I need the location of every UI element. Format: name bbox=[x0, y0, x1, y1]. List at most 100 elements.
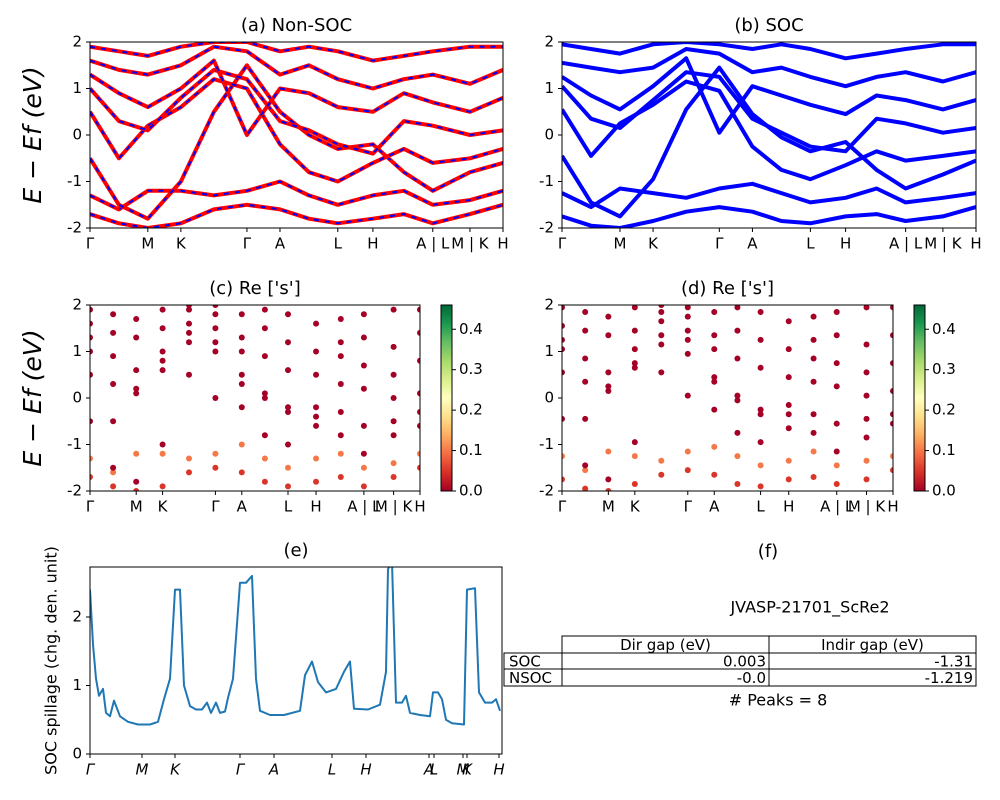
band-point bbox=[313, 413, 320, 420]
y-tick-label: 2 bbox=[72, 608, 82, 626]
band-point bbox=[890, 467, 893, 474]
panel-title: (b) SOC bbox=[734, 15, 803, 36]
panel-title: (c) Re ['s'] bbox=[209, 278, 300, 299]
band-line bbox=[562, 205, 976, 228]
band-point bbox=[186, 306, 192, 313]
band-line bbox=[562, 79, 976, 182]
band-point bbox=[582, 327, 589, 334]
x-tick-label: H bbox=[360, 761, 371, 779]
band-point bbox=[785, 346, 792, 353]
band-point bbox=[810, 378, 817, 385]
band-point bbox=[734, 355, 741, 362]
band-point bbox=[337, 339, 344, 346]
band-point bbox=[734, 429, 741, 436]
colorbar-tick-label: 0.3 bbox=[459, 360, 483, 378]
band-point bbox=[261, 306, 268, 313]
band-point bbox=[238, 404, 245, 411]
band-point bbox=[562, 322, 565, 329]
band-point bbox=[810, 336, 817, 343]
band-point bbox=[261, 478, 268, 485]
band-point bbox=[360, 464, 367, 471]
x-tick-label: M bbox=[602, 498, 615, 516]
band-point bbox=[285, 441, 291, 448]
plot-area bbox=[90, 305, 420, 491]
band-point bbox=[390, 474, 397, 481]
band-point bbox=[186, 305, 192, 308]
band-point bbox=[785, 457, 792, 464]
band-line-dashed bbox=[90, 45, 503, 90]
table-value: -1.31 bbox=[934, 653, 973, 671]
band-point bbox=[605, 488, 612, 491]
y-tick-label: -2 bbox=[539, 219, 554, 237]
band-point bbox=[833, 481, 840, 488]
band-point bbox=[337, 315, 344, 322]
band-point bbox=[605, 388, 612, 395]
band-point bbox=[133, 334, 140, 341]
band-point bbox=[313, 404, 320, 411]
band-point bbox=[631, 360, 638, 367]
y-axis-label: E − Ef (eV) bbox=[18, 66, 47, 203]
band-point bbox=[110, 469, 117, 476]
colorbar-tick-label: 0.3 bbox=[932, 360, 956, 378]
band-point bbox=[658, 471, 665, 478]
band-point bbox=[890, 360, 893, 367]
band-point bbox=[863, 457, 870, 464]
band-point bbox=[110, 483, 117, 490]
band-point bbox=[810, 448, 817, 455]
y-tick-label: 1 bbox=[544, 342, 554, 360]
band-point bbox=[417, 329, 420, 336]
band-point bbox=[261, 432, 268, 439]
band-point bbox=[631, 453, 638, 460]
band-point bbox=[833, 332, 840, 339]
band-point bbox=[360, 385, 367, 392]
x-tick-label: Γ bbox=[243, 235, 252, 253]
y-tick-label: 1 bbox=[72, 676, 82, 694]
band-point bbox=[360, 334, 367, 341]
band-point bbox=[133, 315, 140, 322]
colorbar bbox=[913, 304, 926, 492]
y-tick-label: 2 bbox=[544, 33, 554, 51]
band-point bbox=[833, 383, 840, 390]
band-point bbox=[658, 332, 665, 339]
table-header: Dir gap (eV) bbox=[620, 636, 711, 654]
band-point bbox=[757, 439, 764, 446]
band-point bbox=[684, 350, 691, 357]
x-tick-label: H bbox=[414, 498, 425, 516]
x-tick-label: L bbox=[284, 498, 293, 516]
band-point bbox=[605, 332, 612, 339]
band-point bbox=[684, 392, 691, 399]
band-point bbox=[261, 455, 268, 462]
band-point bbox=[212, 305, 219, 308]
x-tick-label: Γ bbox=[684, 498, 693, 516]
band-point bbox=[159, 325, 166, 332]
band-point bbox=[133, 488, 140, 491]
band-point bbox=[631, 346, 638, 353]
y-tick-label: 1 bbox=[72, 79, 82, 97]
band-point bbox=[863, 415, 870, 422]
band-point bbox=[110, 311, 117, 318]
band-point bbox=[785, 374, 792, 381]
band-point bbox=[337, 474, 344, 481]
band-point bbox=[605, 369, 612, 376]
y-tick-label: -2 bbox=[67, 482, 82, 500]
table-value: SOC bbox=[509, 653, 541, 671]
band-point bbox=[360, 422, 367, 429]
band-point bbox=[890, 420, 893, 427]
band-point bbox=[90, 474, 93, 481]
table-value: 0.003 bbox=[723, 653, 766, 671]
x-tick-label: L bbox=[430, 761, 438, 779]
x-tick-label: M bbox=[130, 498, 143, 516]
plot-frame bbox=[89, 566, 503, 755]
band-point bbox=[337, 432, 344, 439]
x-tick-label: L bbox=[806, 235, 815, 253]
band-point bbox=[159, 450, 166, 457]
band-point bbox=[417, 408, 420, 415]
band-point bbox=[110, 418, 117, 425]
y-tick-label: 0 bbox=[72, 745, 82, 763]
table-value: -1.219 bbox=[925, 669, 973, 687]
band-point bbox=[757, 364, 764, 371]
band-point bbox=[238, 371, 245, 378]
band-point bbox=[417, 306, 420, 313]
band-point bbox=[238, 441, 245, 448]
band-point bbox=[658, 305, 665, 308]
